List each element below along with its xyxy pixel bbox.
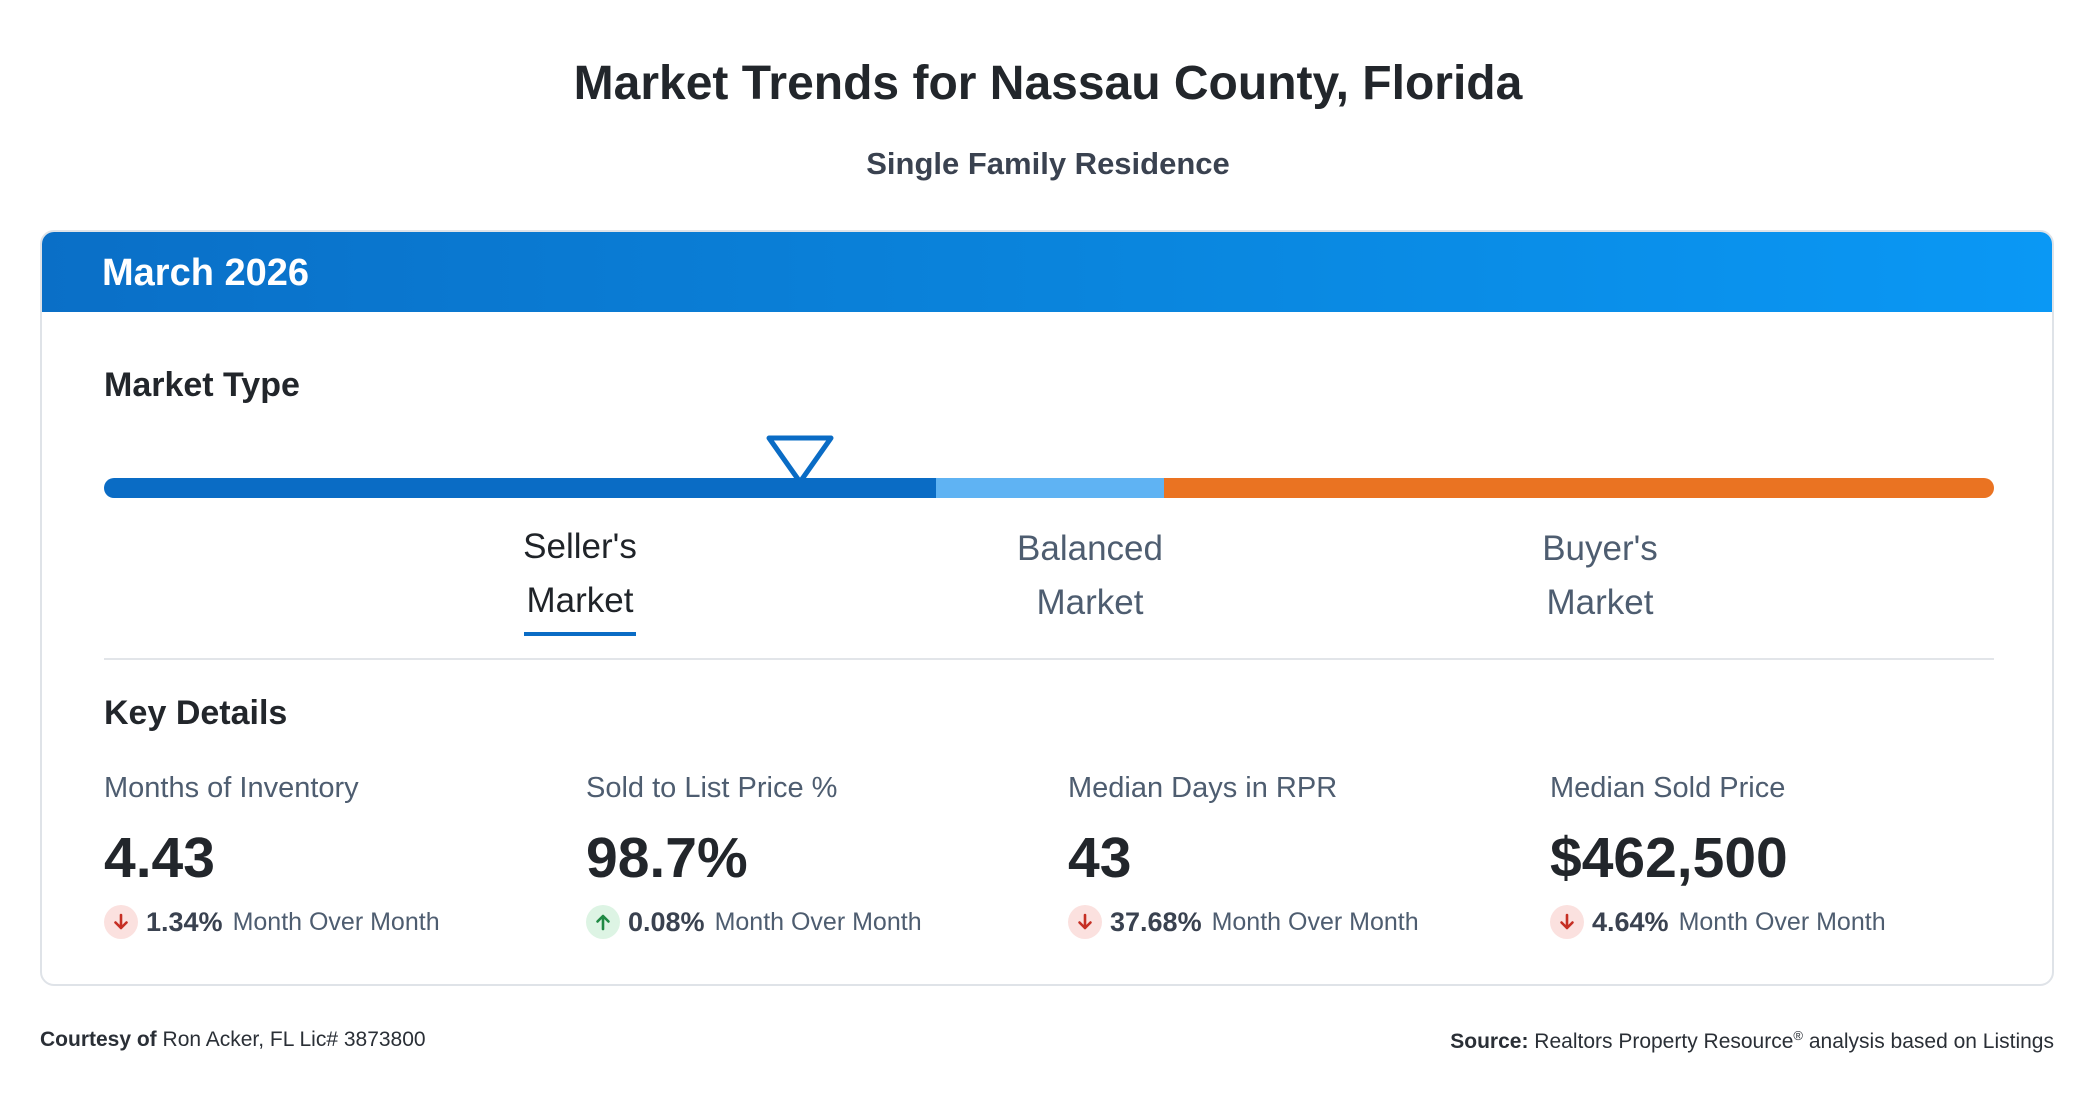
source-text: Realtors Property Resource (1534, 1030, 1794, 1053)
metric-change: 4.64% Month Over Month (1550, 904, 1990, 940)
metric-value: $462,500 (1550, 826, 1788, 890)
arrow-up-icon (586, 905, 620, 939)
metric-value: 98.7% (586, 826, 748, 890)
market-label-seller-line1: Seller's (523, 527, 637, 566)
metric-label: Months of Inventory (104, 772, 359, 804)
market-label-balanced-line1: Balanced (1017, 529, 1163, 568)
source-label: Source: (1450, 1030, 1529, 1053)
metric-label: Median Sold Price (1550, 772, 1786, 804)
metric-value: 4.43 (104, 826, 215, 890)
metric-months-of-inventory: Months of Inventory 4.43 1.34% Month Ove… (104, 772, 544, 940)
change-percent: 1.34% (146, 906, 223, 937)
change-text: Month Over Month (1211, 907, 1419, 936)
metric-label: Sold to List Price % (586, 772, 838, 804)
metric-label: Median Days in RPR (1068, 772, 1338, 804)
metric-value: 43 (1068, 826, 1132, 890)
market-type-title: Market Type (104, 366, 300, 404)
courtesy-label: Courtesy of (40, 1028, 157, 1051)
key-details-title: Key Details (104, 694, 288, 732)
period-title: March 2026 (102, 252, 310, 294)
change-percent: 0.08% (628, 906, 705, 937)
metric-change: 37.68% Month Over Month (1068, 904, 1508, 940)
section-divider (104, 658, 1994, 660)
arrow-down-icon (104, 905, 138, 939)
metric-change: 0.08% Month Over Month (586, 904, 1026, 940)
arrow-down-icon (1068, 905, 1102, 939)
market-label-balanced-line2: Market (1036, 583, 1144, 622)
market-label-buyer[interactable]: Buyer's Market (1470, 522, 1730, 630)
source-footer: Source: Realtors Property Resource® anal… (1450, 1028, 2054, 1054)
market-label-balanced[interactable]: Balanced Market (960, 522, 1220, 630)
courtesy-footer: Courtesy of Ron Acker, FL Lic# 3873800 (40, 1028, 426, 1052)
change-text: Month Over Month (1678, 907, 1886, 936)
market-label-seller[interactable]: Seller's Market (450, 520, 710, 636)
change-percent: 4.64% (1592, 906, 1669, 937)
arrow-down-icon (1550, 905, 1584, 939)
selected-underline (524, 632, 636, 636)
change-percent: 37.68% (1110, 906, 1202, 937)
registered-mark: ® (1793, 1028, 1803, 1043)
triangle-indicator-icon (766, 435, 834, 485)
market-type-gauge (104, 478, 1994, 498)
change-text: Month Over Month (714, 907, 922, 936)
market-label-buyer-line2: Market (1546, 583, 1654, 622)
source-text-post: analysis based on Listings (1803, 1030, 2054, 1053)
gauge-segment-buyer (1164, 478, 1994, 498)
market-label-seller-line2: Market (526, 581, 634, 620)
metric-sold-to-list-price: Sold to List Price % 98.7% 0.08% Month O… (586, 772, 1026, 940)
page-subtitle: Single Family Residence (866, 146, 1230, 181)
change-text: Month Over Month (232, 907, 440, 936)
metric-median-days-in-rpr: Median Days in RPR 43 37.68% Month Over … (1068, 772, 1508, 940)
market-card: March 2026 Market Type Seller's Market B… (40, 230, 2054, 986)
courtesy-text: Ron Acker, FL Lic# 3873800 (162, 1028, 426, 1051)
metric-change: 1.34% Month Over Month (104, 904, 544, 940)
gauge-segment-balanced (936, 478, 1164, 498)
card-header: March 2026 (42, 232, 2052, 312)
page-title: Market Trends for Nassau County, Florida (573, 57, 1523, 110)
market-label-buyer-line1: Buyer's (1542, 529, 1658, 568)
metric-median-sold-price: Median Sold Price $462,500 4.64% Month O… (1550, 772, 1990, 940)
gauge-segment-seller (104, 478, 936, 498)
